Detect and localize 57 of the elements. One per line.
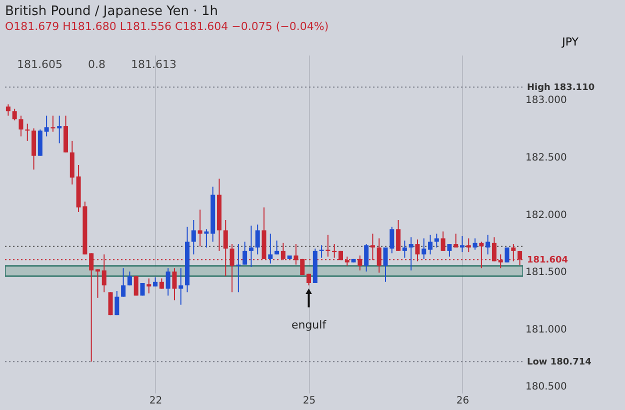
annotation: 181.613 [131,58,176,71]
x-tick-label: 26 [456,396,470,406]
candlestick [146,278,152,294]
candlestick [428,234,433,255]
candlestick [466,238,471,253]
candlestick [134,276,138,296]
candlestick [140,282,145,296]
x-tick-label: 22 [149,396,162,406]
candlestick [121,268,126,298]
candlestick [434,233,439,248]
chart-subtitle: O181.679 H181.680 L181.556 C181.604 −0.075 (−0.04%) [5,20,329,33]
ref-line-label: 181.604 [527,256,568,266]
candlestick [108,292,113,316]
candlestick [153,276,158,287]
candlestick [460,236,464,253]
y-tick-label: 183.000 [526,95,567,106]
candlestick [447,244,452,258]
candlestick [236,244,241,293]
candlestick [486,234,490,255]
candlestick [364,244,369,272]
y-tick-label: 181.000 [526,324,567,336]
x-tick-label: 25 [302,396,316,406]
candlestick [18,115,24,137]
candlestick [12,108,17,121]
y-axis-title: JPY [561,36,579,48]
y-tick-label: 182.500 [526,152,567,164]
chart-title: British Pound / Japanese Yen · 1h [5,4,218,19]
candlestick [191,219,196,255]
candlestick [57,115,62,144]
candlestick [44,115,49,137]
y-tick-label: 180.500 [526,382,567,393]
candlestick [166,268,170,296]
candlestick [242,241,248,266]
candlestick [504,246,510,263]
candlestick [255,224,260,255]
candlestick [114,290,120,316]
candlestick [127,271,132,286]
candlestick [274,240,280,255]
ref-line-label: Low 180.714 [527,358,592,368]
candlestick [268,233,273,264]
candlestick [172,268,177,301]
ref-line-label: High 183.110 [527,83,595,94]
candlestick [472,238,478,250]
candlestick [248,225,254,268]
annotation: engulf [291,318,328,332]
candlestick [440,230,446,252]
candlestick [402,240,407,258]
annotation: 0.8 [88,58,106,71]
annotation: 181.605 [17,58,62,71]
candlestick [422,238,426,260]
candlestick [6,104,10,116]
candlestick [396,219,401,252]
candlestick [454,233,458,248]
candlestick [408,236,414,271]
candlestick [50,115,56,132]
y-tick-label: 181.500 [526,267,567,278]
y-tick-label: 182.000 [526,210,567,221]
